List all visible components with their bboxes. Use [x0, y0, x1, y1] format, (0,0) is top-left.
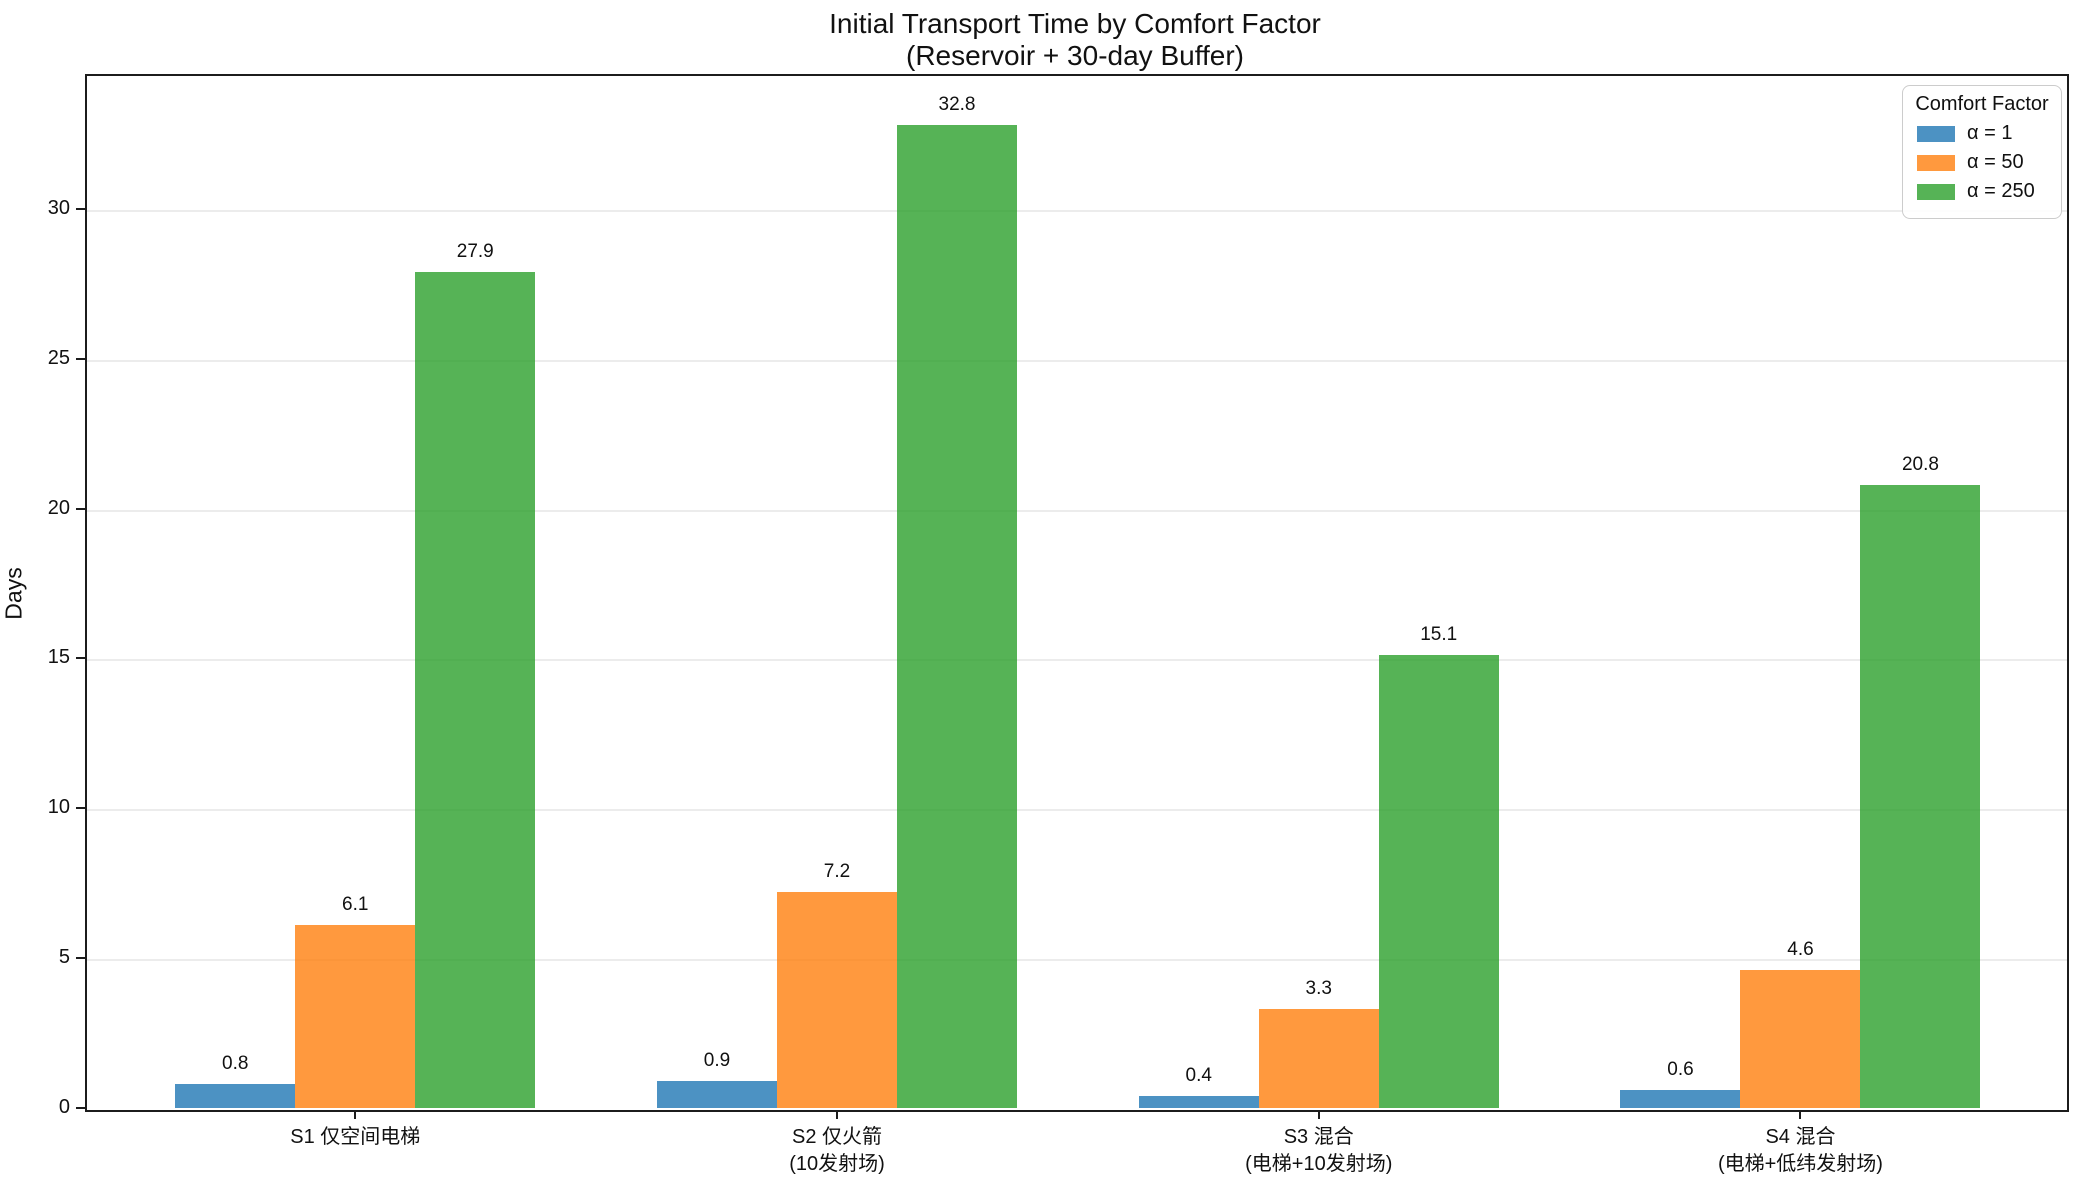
y-tick-label-0: 0	[58, 1096, 70, 1118]
y-tick-mark-0	[76, 1107, 85, 1109]
x-tick-label-line: S3 混合	[1283, 1126, 1354, 1148]
chart-subtitle: (Reservoir + 30-day Buffer)	[906, 40, 1244, 72]
x-tick-label-2: S2 仅火箭 (10发射场)	[789, 1124, 885, 1178]
bar-α=250-group2	[897, 124, 1017, 1108]
chart-title-block: Initial Transport Time by Comfort Factor…	[85, 8, 2065, 72]
bar-value-label: 0.9	[703, 1050, 731, 1072]
y-tick-label-25: 25	[47, 346, 70, 369]
legend-entry-label: α = 1	[1967, 122, 2013, 144]
x-tick-label-line: S4 混合	[1765, 1126, 1836, 1148]
legend-swatch-icon	[1917, 154, 1955, 171]
x-tick-label-1: S1 仅空间电梯	[290, 1124, 420, 1151]
gridline-y30	[87, 209, 2067, 212]
bar-α=250-group3	[1378, 655, 1499, 1108]
bar-value-label: 27.9	[456, 240, 494, 262]
bar-α=250-group1	[415, 271, 536, 1108]
legend-title: Comfort Factor	[1915, 93, 2049, 115]
legend-entry-label: α = 250	[1967, 180, 2035, 202]
gridline-y10	[87, 809, 2067, 812]
y-tick-mark-15	[76, 657, 85, 660]
legend-entry-1: α = 1	[1917, 122, 2051, 145]
bar-value-label: 0.4	[1185, 1065, 1212, 1086]
bar-value-label: 0.6	[1667, 1059, 1694, 1081]
bar-value-label: 7.2	[823, 861, 851, 883]
bar-α=50-group2	[777, 892, 897, 1108]
legend-swatch-icon	[1917, 125, 1955, 142]
legend-swatch-icon	[1917, 183, 1955, 200]
bar-value-label: 0.8	[222, 1053, 249, 1075]
y-tick-mark-25	[76, 357, 85, 360]
bar-α=1-group3	[1138, 1096, 1259, 1108]
bar-value-label: 3.3	[1305, 978, 1332, 1000]
bar-α=50-group1	[295, 925, 416, 1108]
legend-entry-2: α = 50	[1917, 151, 2051, 174]
x-tick-mark-4	[1799, 1110, 1802, 1119]
y-tick-label-20: 20	[47, 496, 70, 519]
x-tick-label-line: S2 仅火箭	[791, 1126, 883, 1148]
y-tick-label-10: 10	[47, 796, 70, 819]
y-tick-mark-10	[76, 807, 85, 810]
x-tick-label-4: S4 混合 (电梯+低纬发射场)	[1718, 1124, 1883, 1178]
bar-α=1-group1	[175, 1084, 296, 1108]
gridline-y15	[87, 659, 2067, 662]
y-tick-label-15: 15	[47, 646, 70, 669]
y-tick-label-30: 30	[47, 196, 70, 219]
bar-value-label: 15.1	[1420, 624, 1458, 646]
bar-α=1-group4	[1620, 1090, 1741, 1108]
chart-title: Initial Transport Time by Comfort Factor	[829, 8, 1321, 39]
bar-α=250-group4	[1860, 484, 1981, 1108]
x-tick-label-line: S1 仅空间电梯	[290, 1126, 421, 1148]
legend: Comfort Factor α = 1 α = 50 α = 250	[1902, 85, 2062, 219]
legend-entry-3: α = 250	[1917, 180, 2051, 203]
gridline-y20	[87, 509, 2067, 512]
bar-value-label: 20.8	[1901, 453, 1939, 475]
bar-value-label: 32.8	[938, 93, 976, 115]
bar-α=50-group4	[1740, 970, 1861, 1108]
x-tick-label-line: (电梯+低纬发射场)	[1717, 1153, 1883, 1175]
legend-entry-label: α = 50	[1967, 151, 2024, 173]
gridline-y5	[87, 959, 2067, 962]
x-tick-label-line: (电梯+10发射场)	[1245, 1153, 1393, 1175]
y-tick-mark-30	[76, 207, 85, 210]
x-tick-mark-3	[1317, 1110, 1320, 1119]
x-tick-label-line: (10发射场)	[789, 1153, 885, 1175]
y-tick-mark-20	[76, 507, 85, 510]
y-tick-label-5: 5	[58, 946, 70, 969]
y-tick-mark-5	[76, 957, 85, 960]
bar-value-label: 4.6	[1787, 939, 1814, 961]
gridline-y25	[87, 359, 2067, 362]
x-tick-mark-2	[836, 1110, 838, 1119]
bar-α=1-group2	[657, 1081, 777, 1108]
x-tick-label-3: S3 混合 (电梯+10发射场)	[1245, 1124, 1392, 1178]
bar-value-label: 6.1	[342, 894, 369, 916]
x-tick-mark-1	[354, 1110, 357, 1119]
y-axis-label: Days	[0, 567, 27, 620]
bar-α=50-group3	[1258, 1009, 1379, 1108]
